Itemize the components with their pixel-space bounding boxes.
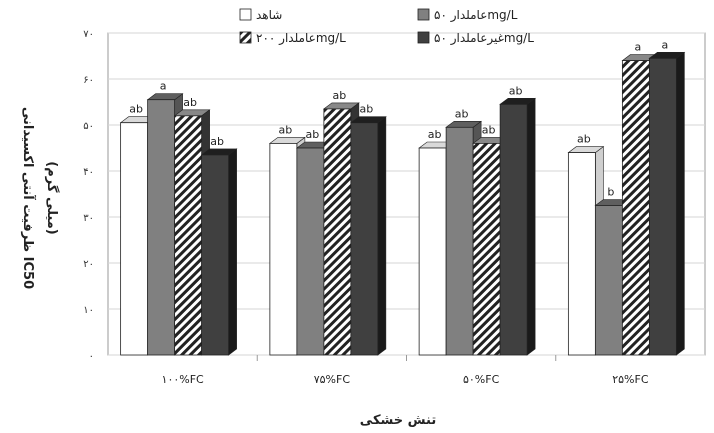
legend-item: غیرعاملدار ۵۰mg/L [417,31,534,46]
bar-label: a [160,80,167,93]
bar-front [269,142,298,356]
y-tick-label: ۴۰ [83,167,94,178]
x-axis-title: تنش خشکی [360,413,436,428]
bar-label: ab [509,84,523,97]
bar-side [526,97,536,356]
y-tick-label: ۶۰ [83,75,94,86]
x-axis-ticks: ۱۰۰%FC ۷۵%FC ۵۰%FC ۲۵%FC [162,373,649,386]
x-tick-label: ۵۰%FC [463,373,500,386]
y-axis-title-line1: ظرفیت آنتی اکسیدانی IC50 [20,107,37,289]
bar-side [228,148,237,356]
bar-label: ab [279,123,293,136]
x-tick-label: ۱۰۰%FC [162,373,205,386]
legend-label: عاملدار ۵۰mg/L [434,8,518,23]
y-axis-ticks: ۰ ۱۰ ۲۰ ۳۰ ۴۰ ۵۰ ۶۰ ۷۰ [83,29,94,362]
bar-side [676,51,685,356]
bar-label: ab [482,123,496,136]
bar-label: ab [577,133,591,146]
bar-label: ab [428,128,442,141]
legend-swatch [239,31,252,44]
bar-front [201,154,230,356]
legend: شاهد عاملدار ۵۰mg/L عاملدار ۲۰۰mg/L غیرعامل… [239,8,534,46]
bar-label: ab [183,96,197,109]
bar-label: a [662,38,669,51]
x-tick-label: ۷۵%FC [314,373,351,386]
bar-front [147,99,176,356]
legend-item: عاملدار ۲۰۰mg/L [239,31,346,46]
bar-label: b [607,186,614,199]
y-tick-label: ۷۰ [83,29,94,40]
y-tick-label: ۵۰ [83,121,94,132]
legend-label: غیرعاملدار ۵۰mg/L [434,31,534,46]
y-tick-label: ۰ [89,351,94,362]
bar-label: ab [455,107,469,120]
bar-4 [648,51,686,356]
legend-item: عاملدار ۵۰mg/L [417,8,518,23]
bar-4 [349,116,387,356]
legend-item: شاهد [239,8,282,22]
bar-front [445,126,474,356]
bar-label: ab [333,89,347,102]
bar-label: ab [129,103,143,116]
bar-label: ab [360,103,374,116]
y-tick-label: ۳۰ [83,213,94,224]
bar-front [120,122,149,356]
bar-front [499,103,528,356]
legend-swatch [417,31,430,44]
bar-front [174,115,203,356]
bar-label: a [635,41,642,54]
bar-front [594,205,623,356]
bar-front [296,147,325,356]
y-tick-label: ۲۰ [83,259,94,270]
bar-4 [499,97,537,356]
y-axis-title-line2: (میلی گرم) [44,161,60,234]
bar-front [648,57,677,356]
bar-label: ab [210,135,224,148]
legend-label: شاهد [256,8,282,22]
bar-front [350,122,379,356]
bar-front [418,147,447,356]
bar-front [323,108,352,356]
bar-front [567,152,596,356]
y-axis-title: ظرفیت آنتی اکسیدانی IC50 (میلی گرم) [20,107,60,289]
x-tick-label: ۲۵%FC [612,373,649,386]
bars [119,51,686,356]
bar-side [377,116,387,356]
legend-label: عاملدار ۲۰۰mg/L [256,31,346,46]
bar-front [621,60,650,356]
legend-swatch [417,8,430,21]
bar-front [472,142,501,356]
legend-swatch [239,8,252,21]
bar-label: ab [306,128,320,141]
y-tick-label: ۱۰ [83,305,94,316]
bar-4 [200,148,238,356]
